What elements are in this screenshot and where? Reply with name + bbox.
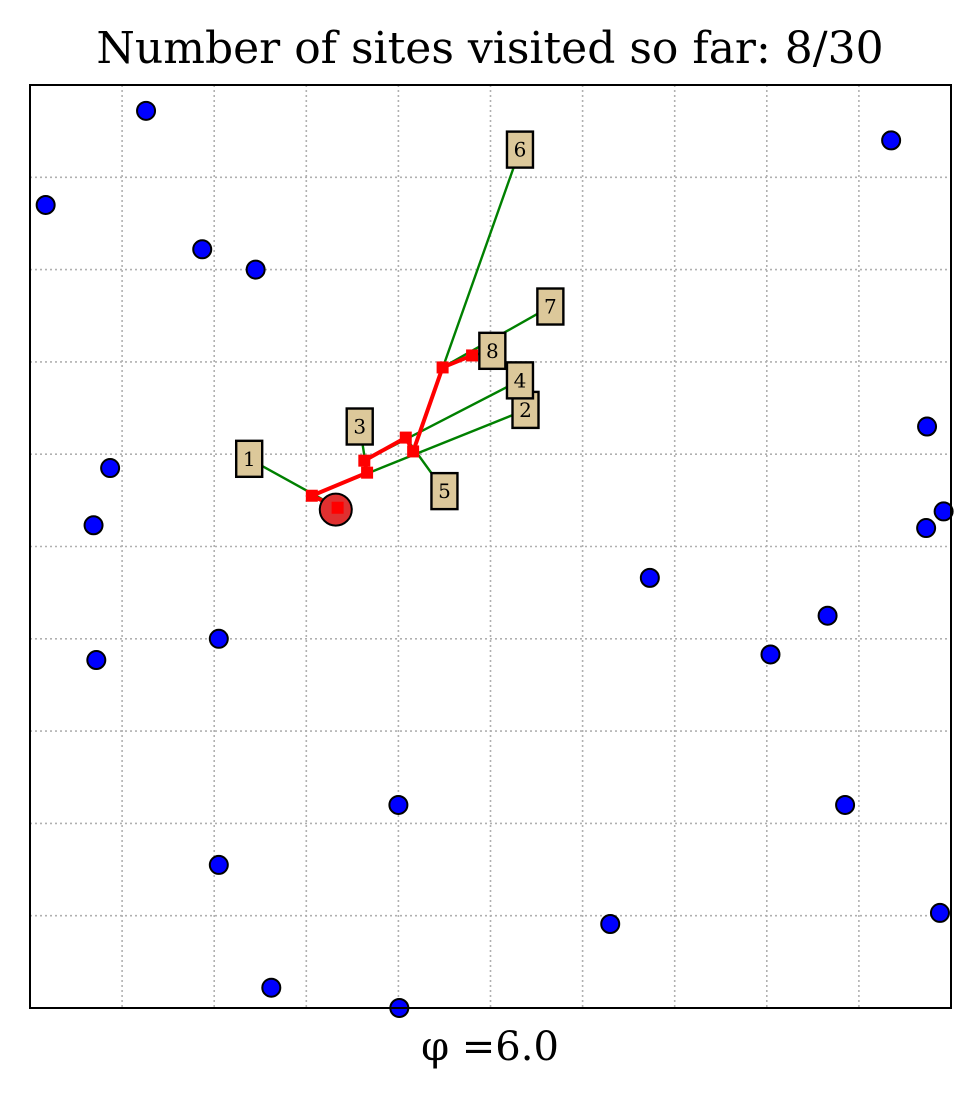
visited-site-label: 3 [353,415,366,439]
plot-frame [29,84,952,1009]
walker-path-marker [436,361,449,374]
walker-path-marker [466,349,479,362]
site-point [86,650,107,671]
visited-site-label: 7 [544,295,557,319]
walker-path-marker [305,489,318,502]
grid [30,85,951,1008]
walker-path-marker [407,445,420,458]
site-point [100,458,121,479]
walker-path-marker [399,431,412,444]
site-point [835,794,856,815]
visited-site-label-box [505,130,535,169]
chart-title: Number of sites visited so far: 8/30 [96,23,883,74]
visited-site-label: 4 [514,368,527,392]
site-point [208,628,229,649]
labels-layer: 1 2 3 4 5 6 7 8 [234,130,565,511]
site-point [208,854,229,875]
site-point [600,914,621,935]
site-point [929,902,950,923]
site-point [83,515,104,536]
site-point [916,518,937,539]
site-point [261,977,282,998]
visited-site-label-box [478,331,507,371]
visited-site-label-box [536,287,565,326]
x-axis-label: φ =6.0 [421,1024,559,1070]
visited-site-label: 8 [486,339,499,363]
site-point [136,100,157,121]
site-point [192,239,213,260]
site-point [933,501,954,522]
site-point [245,259,266,280]
site-point [639,567,660,588]
walker-layer [305,349,479,527]
site-point [881,130,902,151]
site-point [388,794,409,815]
walker-path-marker [358,454,371,467]
sites-layer [35,100,954,1018]
visited-site-label-box [430,471,459,511]
walker-path-line [309,353,473,510]
visited-site-label-box [505,361,535,400]
visited-site-label: 6 [514,138,527,162]
site-point [917,416,938,437]
walker-path-marker [361,466,374,479]
site-point [760,644,781,665]
visited-site-label: 2 [519,398,532,422]
visited-site-label-box [234,439,264,479]
visited-site-label: 1 [243,447,256,471]
walker-path-marker [331,501,344,514]
visited-site-label: 5 [438,479,451,503]
site-point [35,194,56,215]
visited-site-label-box [345,407,374,446]
site-point [817,605,838,626]
